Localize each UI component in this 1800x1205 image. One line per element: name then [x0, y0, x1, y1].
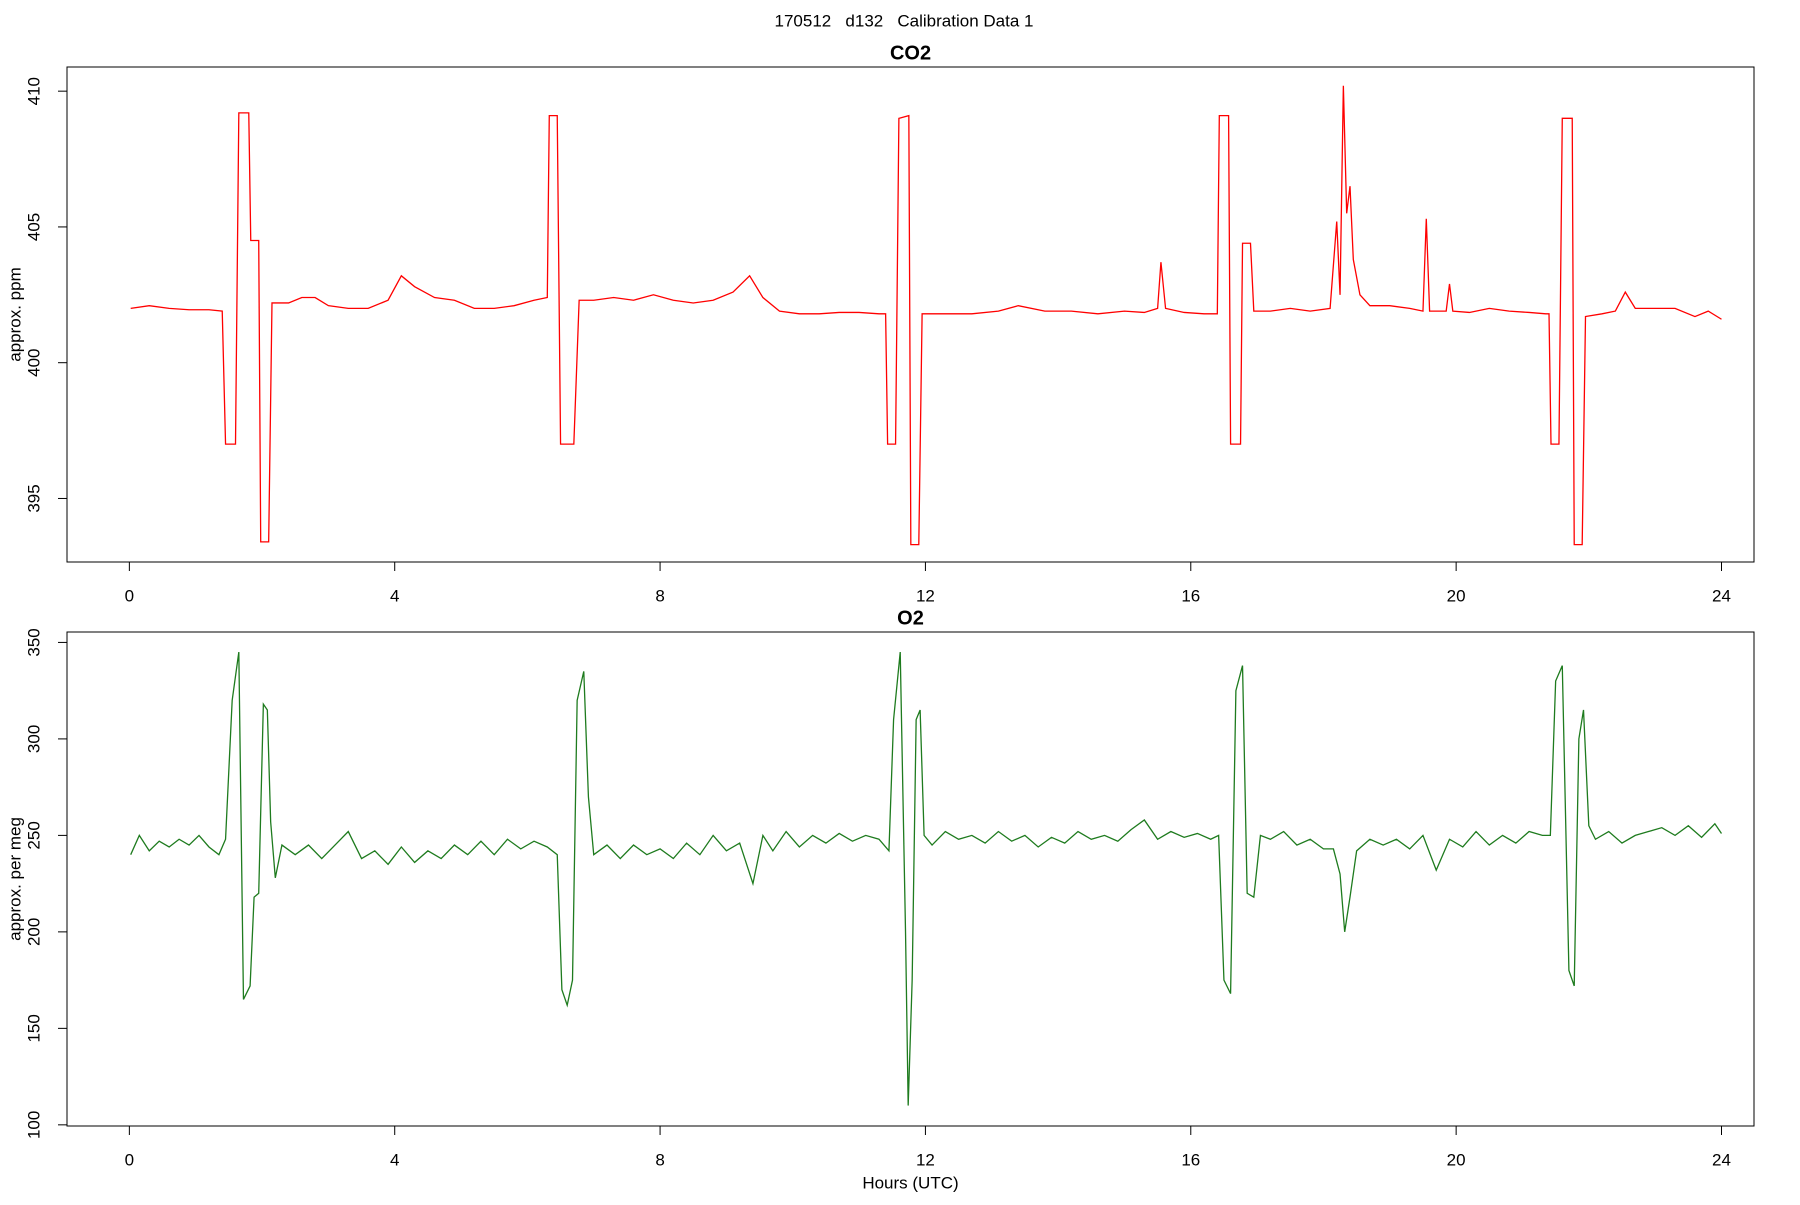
- y-tick-label: 300: [24, 725, 43, 753]
- y-tick-label: 150: [24, 1014, 43, 1042]
- x-tick-label: 8: [655, 586, 664, 605]
- y-tick-label: 400: [24, 349, 43, 377]
- y-tick-label: 100: [24, 1111, 43, 1139]
- x-tick-label: 0: [125, 586, 134, 605]
- y-tick-label: 395: [24, 484, 43, 512]
- figure-title: 170512 d132 Calibration Data 1: [775, 11, 1034, 30]
- x-tick-label: 16: [1181, 1150, 1200, 1169]
- y-tick-label: 200: [24, 918, 43, 946]
- panel-title: CO2: [890, 42, 931, 64]
- x-tick-label: 8: [655, 1150, 664, 1169]
- y-axis-label: approx. per meg: [5, 817, 24, 941]
- x-tick-label: 24: [1712, 586, 1731, 605]
- y-tick-label: 350: [24, 628, 43, 656]
- y-tick-label: 250: [24, 821, 43, 849]
- x-tick-label: 0: [125, 1150, 134, 1169]
- x-tick-label: 20: [1447, 586, 1466, 605]
- y-axis-label: approx. ppm: [5, 267, 24, 362]
- x-tick-label: 20: [1447, 1150, 1466, 1169]
- data-line: [130, 85, 1722, 546]
- x-tick-label: 4: [390, 586, 399, 605]
- x-tick-label: 24: [1712, 1150, 1731, 1169]
- panel-title: O2: [897, 607, 924, 629]
- x-tick-label: 16: [1181, 586, 1200, 605]
- x-tick-label: 12: [916, 1150, 935, 1169]
- y-tick-label: 410: [24, 77, 43, 105]
- data-line: [130, 651, 1723, 1106]
- y-tick-label: 405: [24, 213, 43, 241]
- x-tick-label: 4: [390, 1150, 399, 1169]
- x-axis-label: Hours (UTC): [862, 1173, 958, 1192]
- x-tick-label: 12: [916, 586, 935, 605]
